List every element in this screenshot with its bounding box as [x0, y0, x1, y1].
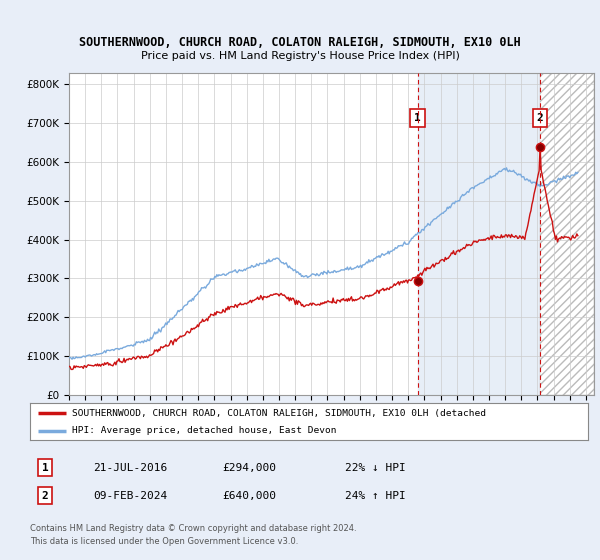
Text: Price paid vs. HM Land Registry's House Price Index (HPI): Price paid vs. HM Land Registry's House …	[140, 51, 460, 61]
Text: This data is licensed under the Open Government Licence v3.0.: This data is licensed under the Open Gov…	[30, 537, 298, 546]
Text: 1: 1	[41, 463, 49, 473]
Text: 24% ↑ HPI: 24% ↑ HPI	[345, 491, 406, 501]
Bar	[540, 73, 594, 395]
Text: 22% ↓ HPI: 22% ↓ HPI	[345, 463, 406, 473]
Text: HPI: Average price, detached house, East Devon: HPI: Average price, detached house, East…	[72, 426, 337, 435]
Text: 1: 1	[414, 113, 421, 123]
Text: 09-FEB-2024: 09-FEB-2024	[93, 491, 167, 501]
Bar	[418, 73, 540, 395]
Text: 21-JUL-2016: 21-JUL-2016	[93, 463, 167, 473]
Bar	[540, 73, 594, 395]
Text: 2: 2	[41, 491, 49, 501]
Text: SOUTHERNWOOD, CHURCH ROAD, COLATON RALEIGH, SIDMOUTH, EX10 0LH (detached: SOUTHERNWOOD, CHURCH ROAD, COLATON RALEI…	[72, 409, 486, 418]
Text: SOUTHERNWOOD, CHURCH ROAD, COLATON RALEIGH, SIDMOUTH, EX10 0LH: SOUTHERNWOOD, CHURCH ROAD, COLATON RALEI…	[79, 35, 521, 49]
Text: £640,000: £640,000	[222, 491, 276, 501]
Text: £294,000: £294,000	[222, 463, 276, 473]
Text: Contains HM Land Registry data © Crown copyright and database right 2024.: Contains HM Land Registry data © Crown c…	[30, 524, 356, 533]
Text: 2: 2	[537, 113, 544, 123]
